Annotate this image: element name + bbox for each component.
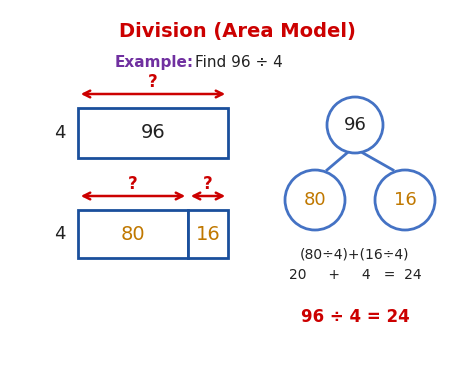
Bar	[188, 210, 228, 258]
Bar	[78, 210, 188, 258]
Text: ?: ?	[128, 175, 138, 193]
Text: 16: 16	[196, 224, 220, 243]
Bar	[78, 108, 228, 158]
Text: 80: 80	[121, 224, 146, 243]
Text: ?: ?	[203, 175, 213, 193]
Text: ?: ?	[148, 73, 158, 91]
Text: 20     +     4   =  24: 20 + 4 = 24	[289, 268, 421, 282]
Text: 80: 80	[304, 191, 326, 209]
Text: 16: 16	[393, 191, 416, 209]
Text: Example:: Example:	[115, 55, 194, 70]
Text: 96: 96	[141, 124, 165, 142]
Text: Division (Area Model): Division (Area Model)	[118, 22, 356, 41]
Text: 96: 96	[344, 116, 366, 134]
Text: 4: 4	[54, 225, 66, 243]
Text: (80÷4)+(16÷4): (80÷4)+(16÷4)	[300, 248, 410, 262]
Text: 4: 4	[54, 124, 66, 142]
Text: Find 96 ÷ 4: Find 96 ÷ 4	[195, 55, 283, 70]
Text: 96 ÷ 4 = 24: 96 ÷ 4 = 24	[301, 308, 410, 326]
